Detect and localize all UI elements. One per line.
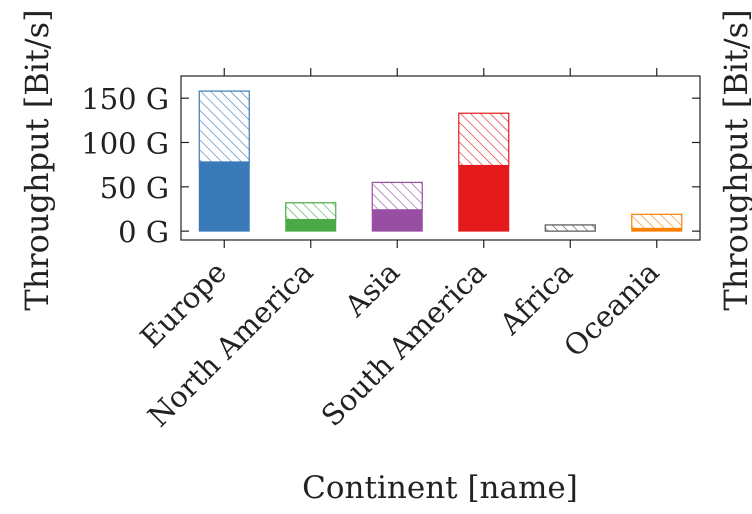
- y-tick-label: 150 G: [81, 82, 169, 116]
- y-tick-label: 50 G: [100, 171, 169, 205]
- y-tick-label: 0 G: [118, 215, 169, 249]
- x-tick-label: Africa: [492, 255, 579, 342]
- bar-hatched-4: [544, 224, 596, 232]
- bar-solid-0: [198, 161, 250, 232]
- bar-hatched-1: [285, 202, 337, 221]
- bar-solid-3: [458, 165, 510, 232]
- bars-group: [198, 90, 683, 232]
- x-tick-label: South America: [315, 255, 493, 433]
- bar-hatched-3: [458, 112, 510, 167]
- bar-hatched-0: [198, 90, 250, 163]
- x-tick-label: Asia: [337, 255, 406, 324]
- y-axis-label-secondary: Throughput [Bit/s]: [717, 9, 752, 310]
- bar-solid-5: [631, 227, 683, 232]
- plot-frame: [180, 75, 701, 241]
- bar-solid-1: [285, 219, 337, 232]
- bar-solid-2: [371, 209, 423, 232]
- x-axis-label: Continent [name]: [302, 470, 578, 506]
- bar-hatched-5: [631, 213, 683, 230]
- x-tick-label: Oceania: [557, 255, 666, 364]
- y-axis-label: Throughput [Bit/s]: [18, 9, 56, 310]
- bar-hatched-2: [371, 181, 423, 211]
- y-tick-label: 100 G: [81, 126, 169, 160]
